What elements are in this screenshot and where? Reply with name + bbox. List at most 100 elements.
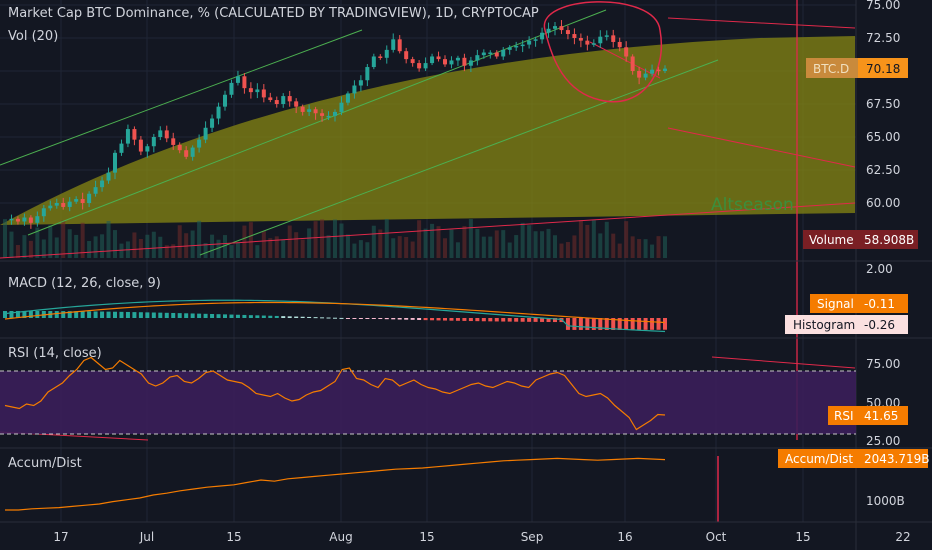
candle-body	[520, 44, 525, 47]
macd-bar	[287, 316, 292, 318]
candle-body	[274, 100, 279, 104]
candle-body	[138, 139, 143, 152]
macd-bar	[553, 318, 557, 323]
macd-bar	[74, 311, 79, 318]
candle-body	[643, 73, 648, 78]
macd-bar	[430, 318, 435, 321]
altseason-dome	[0, 36, 855, 225]
volume-bar	[578, 220, 583, 258]
candle-body	[35, 216, 40, 223]
macd-bar	[611, 318, 616, 330]
volume-bar	[656, 236, 661, 258]
candle-body	[74, 199, 79, 202]
candle-body	[177, 144, 182, 151]
volume-bar	[533, 231, 538, 258]
volume-bar	[119, 243, 124, 258]
macd-bar	[177, 313, 182, 318]
macd-bar	[138, 312, 143, 318]
candle-body	[125, 129, 130, 144]
candle-body	[455, 57, 460, 61]
x-tick: 17	[53, 530, 68, 544]
candle-body	[630, 56, 635, 71]
macd-bar	[345, 318, 350, 319]
candle-body	[462, 57, 467, 66]
macd-bar	[624, 318, 629, 330]
macd-signal-line	[4, 301, 666, 324]
macd-bar	[533, 318, 538, 322]
macd-bar	[223, 314, 227, 318]
x-tick: 15	[419, 530, 434, 544]
candle-body	[54, 203, 59, 206]
candle-body	[61, 203, 66, 207]
macd-bar	[527, 318, 532, 322]
macd-bar	[333, 317, 337, 319]
volume-bar	[74, 234, 79, 258]
volume-bar	[294, 232, 299, 258]
candle-body	[339, 102, 344, 112]
macd-bar	[35, 310, 40, 318]
candle-body	[216, 106, 221, 119]
volume-bar	[371, 225, 376, 258]
volume-bar	[171, 244, 176, 258]
volume-bar	[80, 222, 85, 258]
volume-bar	[255, 245, 260, 258]
candle-body	[87, 193, 92, 203]
macd-bar	[423, 318, 428, 321]
rsi-badge: RSI 41.65	[828, 406, 908, 425]
macd-bar	[22, 310, 27, 318]
macd-bar	[113, 311, 117, 318]
candle-body	[333, 111, 337, 116]
volume-bar	[630, 236, 635, 258]
candle-body	[119, 143, 124, 153]
volume-bar	[268, 238, 273, 258]
candle-body	[656, 69, 661, 72]
candle-body	[190, 147, 195, 157]
volume-bar	[326, 235, 331, 258]
macd-bar	[501, 318, 506, 322]
macd-bar	[9, 310, 14, 318]
candle-body	[223, 94, 227, 107]
volume-bar	[113, 230, 117, 258]
volume-bar	[54, 237, 59, 258]
candle-body	[417, 63, 422, 69]
volume-bar	[604, 221, 609, 258]
macd-bar	[210, 314, 215, 318]
svg-text:-0.11: -0.11	[864, 297, 895, 311]
candle-body	[287, 96, 292, 102]
candle-body	[93, 187, 98, 194]
macd-tick: 2.00	[866, 262, 893, 276]
candle-body	[294, 101, 299, 107]
candle-body	[598, 36, 603, 44]
volume-bar	[650, 244, 655, 258]
candle-body	[151, 137, 156, 147]
rsi-line	[4, 356, 666, 431]
macd-title: MACD (12, 26, close, 9)	[8, 276, 161, 291]
svg-text:2043.719B: 2043.719B	[864, 452, 930, 466]
macd-bar	[591, 318, 596, 330]
volume-bar	[637, 239, 642, 258]
macd-bar	[93, 311, 98, 318]
candle-body	[132, 129, 137, 140]
macd-bar	[598, 318, 603, 330]
candle-body	[494, 52, 499, 57]
candle-body	[15, 218, 20, 222]
x-tick: 15	[226, 530, 241, 544]
macd-bar	[255, 315, 260, 318]
rsi-tick-75: 75.00	[866, 357, 900, 371]
candle-body	[80, 199, 85, 203]
volume-bar	[106, 220, 111, 258]
volume-bar	[384, 218, 389, 258]
ad-badge: Accum/Dist 2043.719B	[778, 449, 930, 468]
candle-body	[229, 82, 234, 95]
macd-bar	[313, 317, 318, 319]
candle-body	[210, 118, 215, 128]
macd-bar	[494, 318, 499, 322]
volume-bar	[417, 220, 422, 258]
price-candles	[9, 20, 667, 229]
candle-body	[203, 127, 208, 140]
price-tick: 67.50	[866, 97, 900, 111]
candle-body	[481, 52, 486, 56]
macd-bar	[235, 314, 240, 318]
candle-body	[423, 63, 428, 69]
